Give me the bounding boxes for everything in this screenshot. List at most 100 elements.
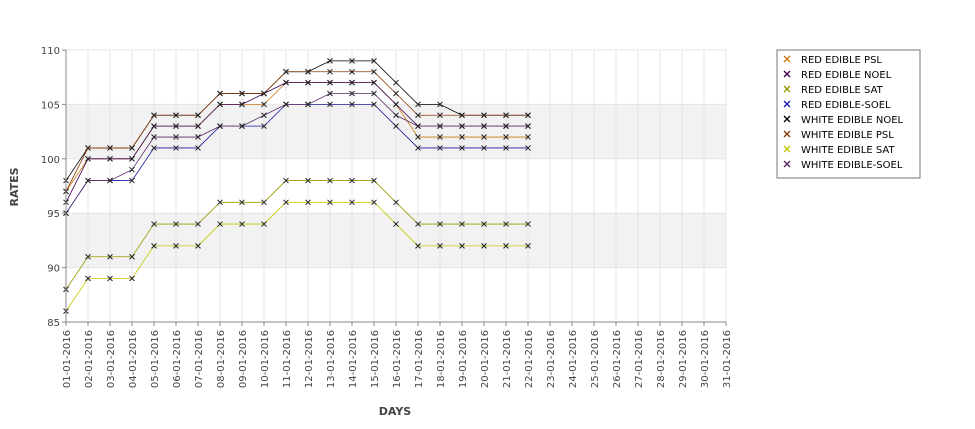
data-point-marker [239,123,245,130]
axes [62,49,727,326]
data-point-marker [195,112,201,119]
x-tick-label: 28-01-2016 [656,330,667,388]
data-point-marker [437,221,443,227]
data-point-marker [85,145,91,151]
data-point-marker [129,275,135,282]
data-point-marker [107,275,113,282]
tick-labels: 85 90 95 100 105 110 01-01-2016 02-01-2016 03-01… [41,46,733,388]
data-point-marker [349,68,355,75]
data-point-marker [525,123,531,130]
data-point-marker [327,58,333,64]
y-tick-label: 100 [41,155,60,166]
data-point-marker [371,177,377,184]
x-tick-label: 21-01-2016 [502,330,513,388]
legend-marker [783,85,791,93]
data-point-marker [327,199,333,206]
y-tick-label: 85 [47,318,60,329]
series-line [65,71,528,192]
data-point-marker [261,199,267,206]
data-point-marker [305,177,311,184]
x-tick-label: 30-01-2016 [700,330,711,388]
series-line [65,180,528,290]
data-point-marker [239,221,245,227]
data-point-marker [261,101,267,108]
data-point-marker [415,145,421,151]
data-point-marker [393,112,399,119]
legend-marker [783,100,791,108]
data-point-marker [371,199,377,206]
data-point-marker [371,58,377,64]
data-point-marker [349,58,355,64]
x-tick-label: 18-01-2016 [436,330,447,388]
data-point-marker [107,145,113,151]
y-axis-title: RATES [8,167,21,206]
data-point-marker [371,90,377,97]
data-point-marker [151,112,157,119]
data-point-marker [107,253,113,260]
data-point-marker [349,177,355,184]
legend-entry-label: RED EDIBLE NOEL [801,70,892,81]
data-point-marker [459,112,465,119]
data-point-marker [481,134,487,140]
legend-entry-label: WHITE EDIBLE NOEL [801,115,904,126]
x-tick-label: 17-01-2016 [414,330,425,388]
data-point-marker [525,134,531,140]
x-tick-label: 01-01-2016 [62,330,73,388]
x-tick-label: 05-01-2016 [150,330,161,388]
x-tick-label: 04-01-2016 [128,330,139,388]
data-point-marker [217,90,223,97]
data-point-marker [151,123,157,130]
data-point-marker [327,68,333,75]
data-point-marker [393,90,399,97]
data-point-marker [305,101,311,108]
data-point-marker [85,253,91,260]
data-point-marker [503,242,509,249]
legend-entry-label: RED EDIBLE-SOEL [801,100,891,111]
x-tick-label: 07-01-2016 [194,330,205,388]
data-point-marker [459,242,465,249]
data-point-marker [349,199,355,206]
data-point-marker [151,134,157,140]
legend-marker [783,145,791,153]
legend-marker [783,55,791,63]
data-point-marker [415,112,421,119]
data-point-marker [437,242,443,249]
x-tick-label: 15-01-2016 [370,330,381,388]
data-point-marker [195,134,201,140]
legend: RED EDIBLE PSL RED EDIBLE NOEL RED EDIBLE … [776,49,921,179]
legend-marker [783,115,791,123]
data-point-marker [305,68,311,75]
x-tick-label: 11-01-2016 [282,330,293,388]
data-point-marker [305,79,311,86]
data-point-marker [173,112,179,119]
data-point-marker [393,199,399,206]
data-point-marker [525,242,531,249]
data-point-marker [85,155,91,162]
x-tick-label: 25-01-2016 [590,330,601,388]
x-tick-label: 12-01-2016 [304,330,315,388]
y-tick-label: 110 [41,46,60,57]
legend-entry-label: WHITE EDIBLE-SOEL [801,160,903,171]
x-tick-label: 08-01-2016 [216,330,227,388]
data-point-marker [129,145,135,151]
data-point-marker [327,90,333,97]
data-point-marker [327,79,333,86]
data-point-marker [239,90,245,97]
data-point-marker [327,177,333,184]
data-point-marker [415,221,421,227]
x-tick-label: 19-01-2016 [458,330,469,388]
data-point-marker [217,101,223,108]
data-point-marker [129,177,135,184]
legend-entry-label: WHITE EDIBLE SAT [801,145,895,156]
data-point-marker [327,101,333,108]
data-point-marker [283,199,289,206]
x-tick-label: 03-01-2016 [106,330,117,388]
data-point-marker [481,112,487,119]
data-point-marker [459,221,465,227]
x-tick-label: 29-01-2016 [678,330,689,388]
x-tick-label: 22-01-2016 [524,330,535,388]
data-point-marker [283,177,289,184]
data-point-marker [503,221,509,227]
x-tick-label: 02-01-2016 [84,330,95,388]
